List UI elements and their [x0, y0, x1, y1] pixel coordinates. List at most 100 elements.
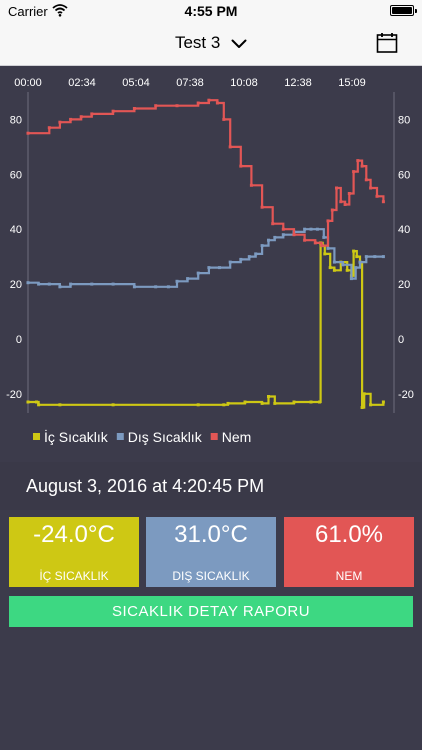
data-point [303, 227, 307, 231]
data-point [347, 192, 351, 195]
y-tick-label-right: 40 [398, 224, 410, 236]
data-point [309, 400, 313, 404]
data-point [369, 403, 373, 407]
report-button[interactable]: SICAKLIK DETAY RAPORU [9, 596, 413, 627]
data-point [132, 285, 136, 289]
data-point [35, 400, 38, 404]
data-point [226, 401, 230, 405]
data-point [335, 186, 338, 190]
humidity-card: 61.0% NEM [284, 517, 414, 587]
calendar-icon[interactable] [376, 32, 398, 54]
nav-bar: Test 3 [0, 22, 422, 66]
data-point [154, 285, 158, 289]
data-point [90, 112, 94, 116]
x-tick-label: 02:34 [68, 77, 96, 89]
data-point [90, 282, 94, 286]
data-point [196, 271, 200, 275]
data-point [228, 145, 232, 149]
data-point [47, 126, 51, 130]
y-tick-label-right: 0 [398, 334, 404, 346]
y-tick-label-right: 60 [398, 169, 410, 181]
data-point [315, 227, 319, 231]
y-tick-label-left: 0 [16, 334, 22, 346]
y-tick-label-left: 60 [10, 169, 22, 181]
data-point [281, 227, 285, 231]
indoor-temp-value: -24.0°C [33, 521, 115, 548]
data-point [222, 403, 226, 407]
legend-swatch [33, 433, 40, 440]
data-point [322, 235, 326, 239]
data-point [58, 120, 62, 124]
data-point [323, 252, 327, 256]
x-tick-label: 15:09 [338, 77, 366, 89]
data-point [352, 170, 356, 174]
data-point [37, 403, 41, 407]
y-tick-label-left: 40 [10, 224, 22, 236]
data-point [111, 403, 115, 407]
data-point [292, 400, 296, 404]
data-point [260, 244, 264, 248]
data-point [260, 205, 264, 209]
outdoor-temp-label: DIŞ SICAKLIK [172, 569, 250, 583]
data-point [373, 255, 377, 259]
data-point [360, 164, 364, 168]
outdoor-temp-value: 31.0°C [174, 521, 248, 548]
data-point [381, 255, 385, 259]
y-tick-label-left: 80 [10, 114, 22, 126]
data-point [254, 252, 258, 256]
data-point [26, 400, 30, 404]
data-point [166, 285, 170, 289]
data-point [228, 260, 232, 264]
humidity-label: NEM [335, 569, 363, 583]
data-point [79, 115, 83, 119]
carrier-label: Carrier [8, 4, 48, 19]
temperature-chart[interactable]: 00:00 02:34 05:04 07:38 10:08 12:38 15:09 80 80… [0, 66, 422, 460]
data-point [196, 101, 200, 105]
legend-label: Nem [222, 429, 252, 445]
y-tick-label-right: -20 [398, 389, 414, 401]
data-point [356, 159, 360, 163]
data-point [330, 208, 334, 212]
legend-label: İç Sıcaklık [44, 428, 109, 445]
data-point [362, 392, 366, 396]
data-point [58, 403, 62, 407]
data-point [355, 255, 359, 259]
data-point [332, 260, 336, 264]
y-tick-label-right: 80 [398, 114, 410, 126]
data-point [26, 131, 30, 135]
data-point [292, 233, 296, 237]
y-tick-label-left: 20 [10, 279, 22, 291]
reading-datetime: August 3, 2016 at 4:20:45 PM [26, 476, 265, 496]
data-point [26, 281, 30, 285]
data-point [345, 268, 349, 272]
data-point [239, 164, 243, 168]
data-point [222, 117, 226, 121]
wifi-icon [52, 4, 68, 17]
test-selector[interactable]: Test 3 [0, 33, 422, 53]
data-point [271, 222, 275, 226]
data-point [273, 235, 277, 239]
data-point [69, 282, 73, 286]
data-point [375, 194, 379, 198]
data-point [175, 279, 179, 283]
legend-swatch [116, 433, 124, 440]
data-point [343, 203, 347, 206]
data-point [273, 401, 277, 405]
data-point [196, 403, 200, 407]
data-point [218, 266, 221, 270]
data-point [364, 178, 368, 182]
data-point [267, 395, 270, 398]
data-point [281, 233, 285, 237]
data-point [328, 266, 332, 270]
legend-swatch [210, 433, 218, 440]
data-point [111, 109, 115, 113]
indoor-temp-card: -24.0°C İÇ SICAKLIK [9, 517, 139, 587]
data-point [364, 255, 368, 259]
x-tick-label: 07:38 [176, 77, 204, 89]
data-point [215, 101, 219, 105]
chevron-down-icon [231, 39, 247, 48]
data-point [260, 401, 264, 405]
data-point [239, 257, 243, 261]
data-point [111, 282, 115, 286]
nav-title: Test 3 [174, 33, 221, 52]
